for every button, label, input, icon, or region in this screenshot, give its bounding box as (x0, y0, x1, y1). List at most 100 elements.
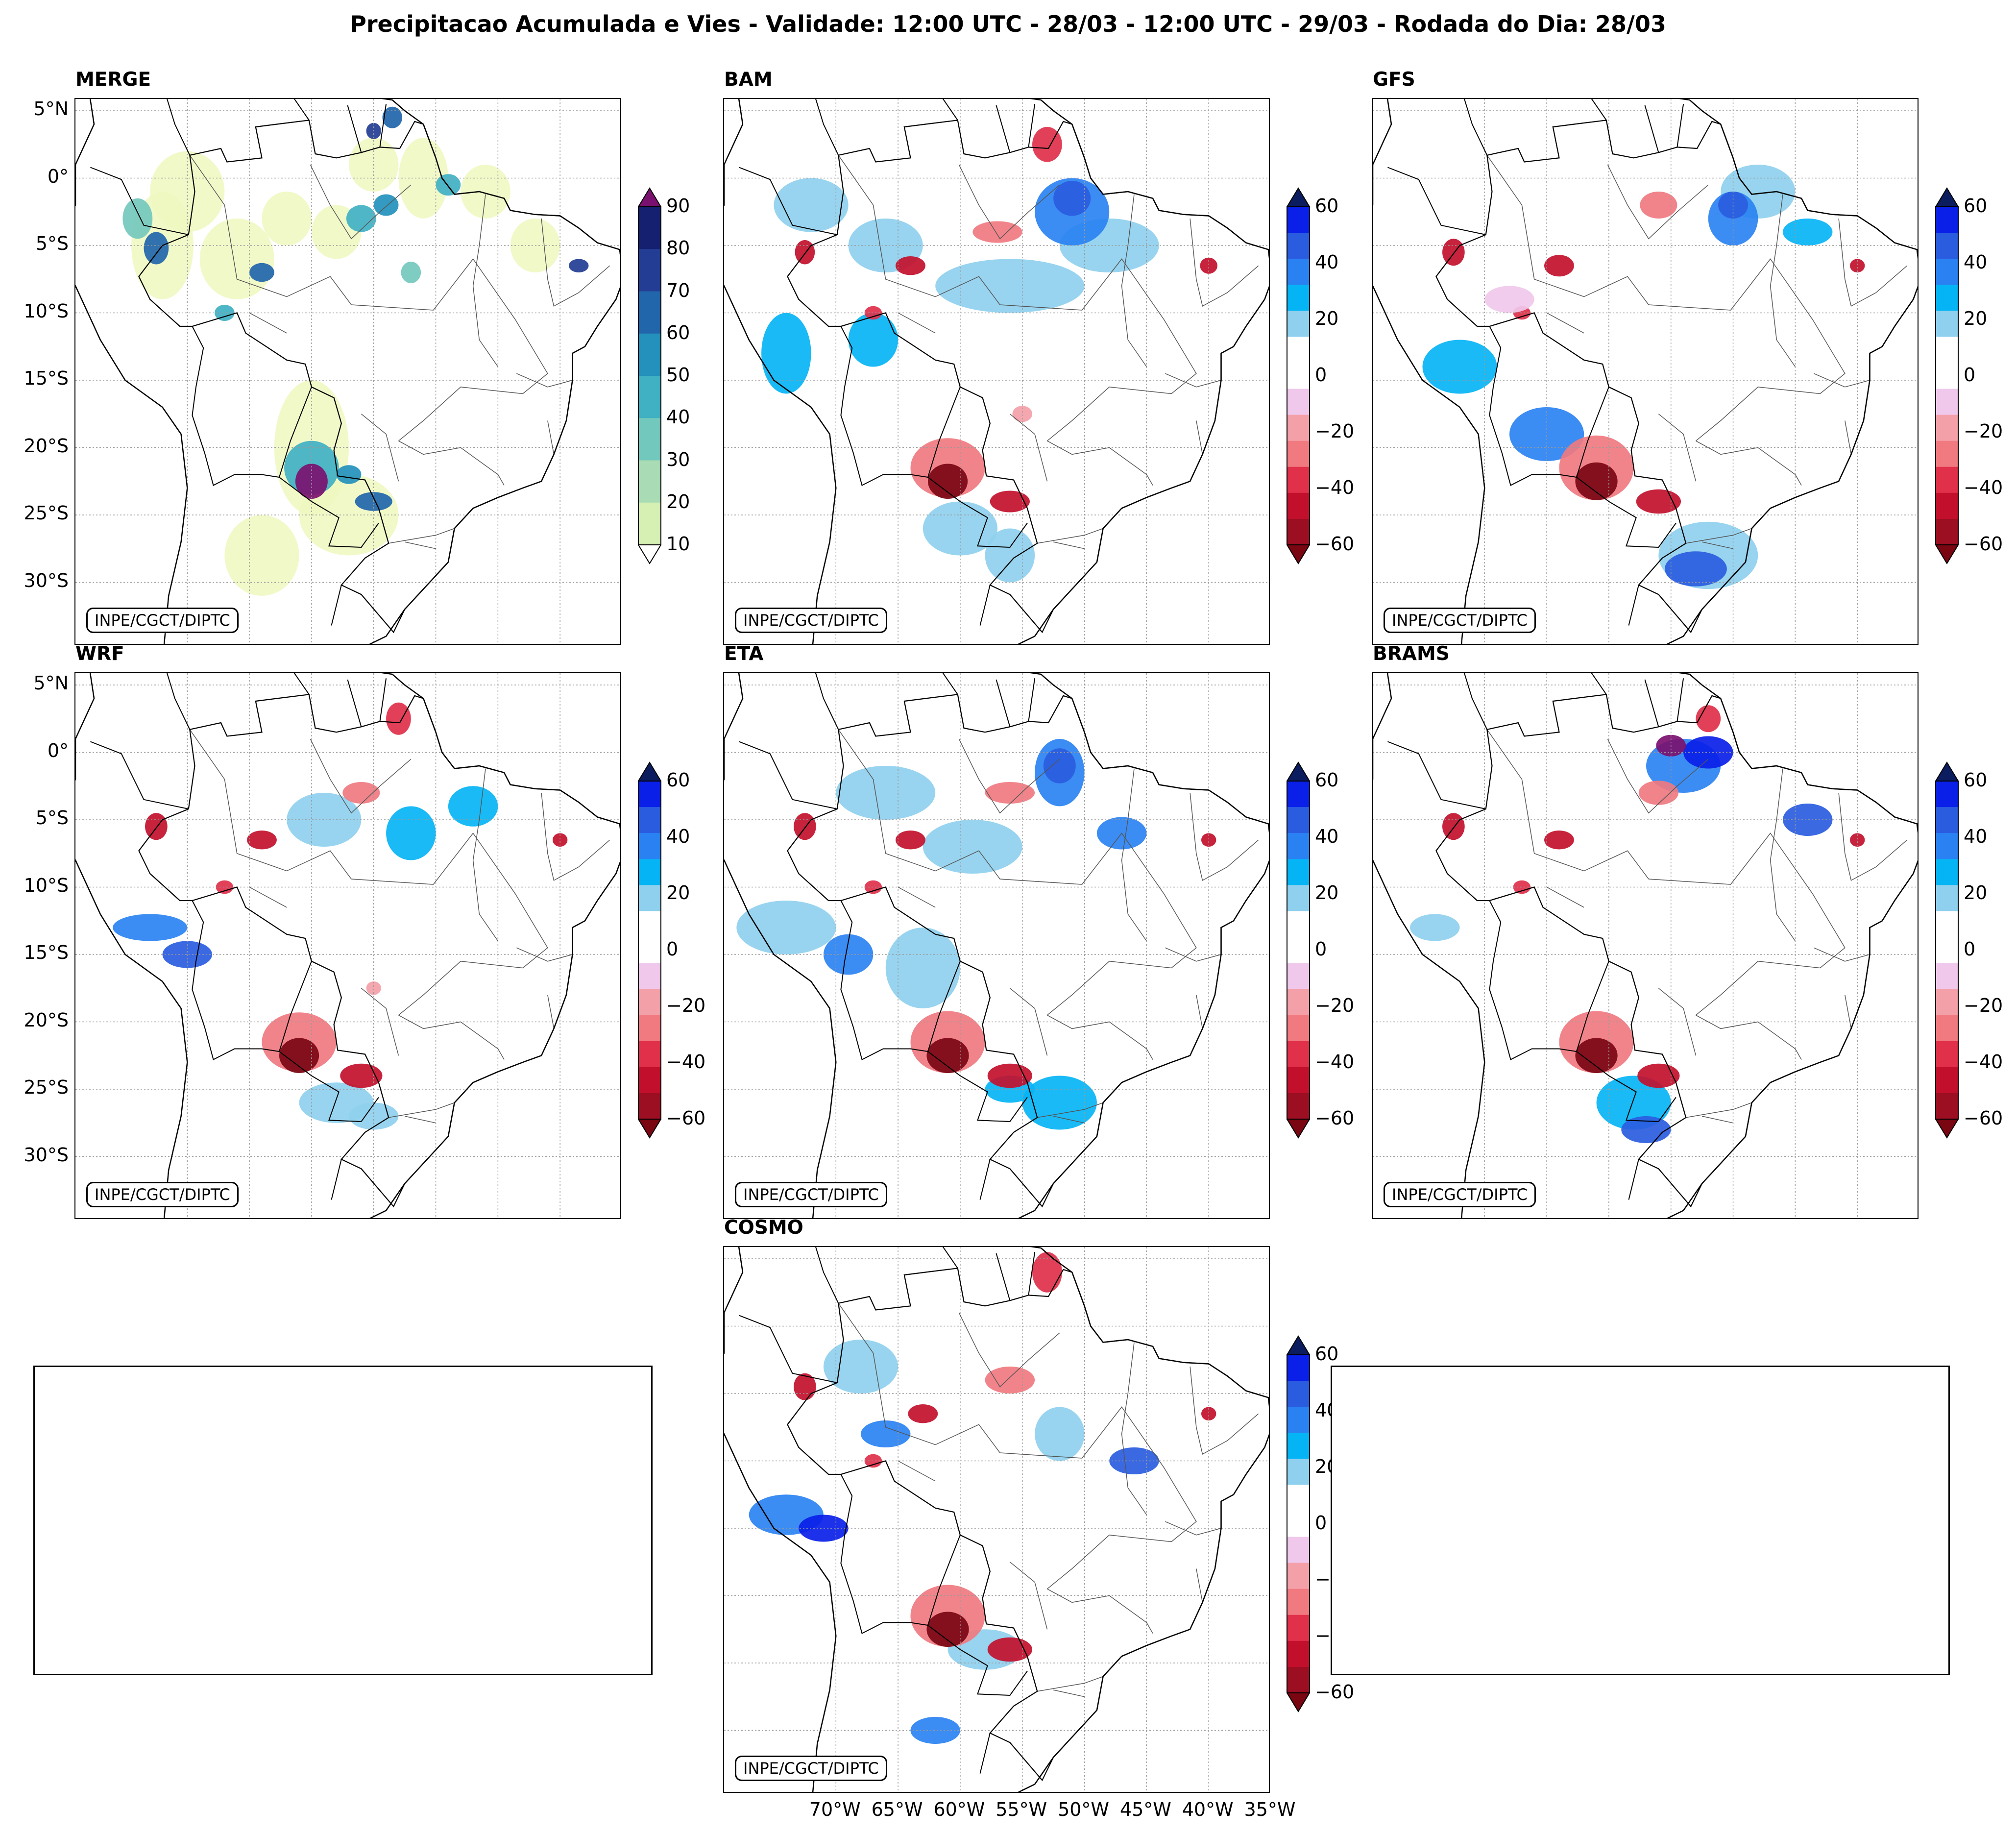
country-border (942, 1247, 958, 1269)
colorbar-swatch (1287, 311, 1310, 337)
colorbar-swatch (1936, 207, 1958, 233)
colorbar-tick-label: 60 (1315, 1343, 1339, 1365)
country-border (1576, 477, 1676, 548)
state-border (1190, 792, 1259, 881)
state-border (361, 414, 399, 482)
colorbar-tick-label: 40 (1964, 826, 1988, 847)
precip-field (1109, 1447, 1159, 1474)
colorbar-swatch (638, 207, 661, 249)
precip-field (1201, 1407, 1216, 1420)
coastline (75, 99, 620, 644)
lat-tick-label: 30°S (24, 569, 69, 591)
colorbar-swatch (1936, 337, 1958, 363)
colorbar-swatch (1287, 1407, 1310, 1433)
map-gfs: INPE/CGCT/DIPTC (1372, 98, 1919, 645)
precip-field (1638, 781, 1678, 805)
country-border (1576, 1051, 1676, 1123)
precip-field (145, 813, 168, 840)
country-border (1591, 673, 1607, 695)
colorbar-tick-label: 60 (666, 321, 690, 343)
precip-field (985, 528, 1035, 583)
precip-field (926, 1038, 969, 1073)
country-border (1028, 104, 1036, 147)
colorbar-tick-label: −60 (1315, 1681, 1355, 1703)
colorbar-tick-label: −20 (1964, 420, 2003, 442)
colorbar (637, 761, 662, 1139)
precip-field (1575, 1038, 1618, 1073)
colorbar-swatch (638, 502, 661, 545)
state-border (404, 1116, 436, 1124)
lon-tick-label: 45°W (1119, 1799, 1171, 1820)
country-border (192, 326, 312, 486)
colorbar-tick-label: −20 (666, 995, 706, 1016)
state-border (1701, 1116, 1733, 1124)
colorbar-swatch (1287, 1041, 1310, 1068)
country-border (192, 900, 312, 1060)
precip-field (373, 194, 399, 216)
state-border (838, 155, 1197, 441)
colorbar-swatch (638, 333, 661, 376)
panel-bam: BAM INPE/CGCT/DIPTC 60 40 20 0 −20 −40 −60 (723, 69, 1354, 645)
colorbar-tick-label: 20 (666, 882, 690, 904)
state-border (898, 886, 936, 908)
colorbar-tick-label: 40 (1964, 251, 1988, 273)
colorbar-extend-min (637, 544, 662, 564)
credit-label: INPE/CGCT/DIPTC (86, 608, 239, 633)
country-border (379, 678, 387, 722)
country-border (1028, 678, 1036, 722)
colorbar-extend-min (637, 1119, 662, 1139)
lon-tick-label: 55°W (996, 1799, 1047, 1820)
colorbar-swatch (638, 859, 661, 885)
precip-field (552, 833, 568, 847)
panel-title: ETA (724, 643, 764, 665)
colorbar-tick-label: −40 (666, 1051, 706, 1073)
panel-title: BAM (724, 69, 773, 91)
precip-field (864, 306, 882, 320)
precip-field (568, 259, 589, 272)
state-border (838, 1303, 1197, 1589)
colorbar-extend-max (637, 761, 662, 782)
country-border (166, 99, 191, 156)
country-border (815, 1247, 839, 1304)
colorbar-swatch (1287, 1563, 1310, 1589)
state-border (249, 312, 287, 334)
state-border (1196, 1568, 1203, 1603)
precip-field (279, 1038, 319, 1073)
colorbar-tick-label: 30 (666, 448, 690, 470)
precip-field (927, 464, 968, 499)
country-border (739, 1315, 838, 1383)
country-border (331, 1159, 342, 1200)
precip-field (774, 178, 849, 232)
colorbar-tick-label: −60 (1315, 533, 1355, 555)
colorbar-tick-label: 40 (1315, 826, 1339, 847)
colorbar-swatch (1287, 1067, 1310, 1094)
state-border (898, 312, 936, 334)
colorbar-extend-min (1286, 1119, 1311, 1139)
precip-field (1513, 880, 1531, 894)
state-border (1190, 1366, 1259, 1455)
coastline (724, 99, 1269, 644)
colorbar-swatches (1935, 761, 1959, 1139)
map-canvas (724, 673, 1269, 1218)
precip-field (908, 1404, 938, 1423)
colorbar-tick-label: 40 (666, 406, 690, 428)
precip-field (896, 256, 925, 275)
country-border (90, 167, 189, 235)
colorbar-tick-label: 60 (1315, 195, 1339, 217)
colorbar-swatch (1287, 781, 1310, 807)
colorbar-swatch (638, 376, 661, 418)
state-border (189, 729, 548, 1016)
country-border (1676, 678, 1684, 722)
colorbar-swatch (1287, 937, 1310, 964)
colorbar-tick-label: −20 (1964, 995, 2003, 1016)
precip-field (861, 1420, 911, 1447)
colorbar-swatch (638, 781, 661, 807)
state-border (547, 420, 555, 455)
brazil-border (138, 694, 620, 1208)
colorbar-swatch (638, 963, 661, 990)
precip-field (401, 262, 421, 283)
country-border (293, 99, 310, 121)
state-border (1047, 440, 1153, 486)
precip-field (386, 702, 411, 735)
colorbar-swatch (1936, 989, 1958, 1016)
